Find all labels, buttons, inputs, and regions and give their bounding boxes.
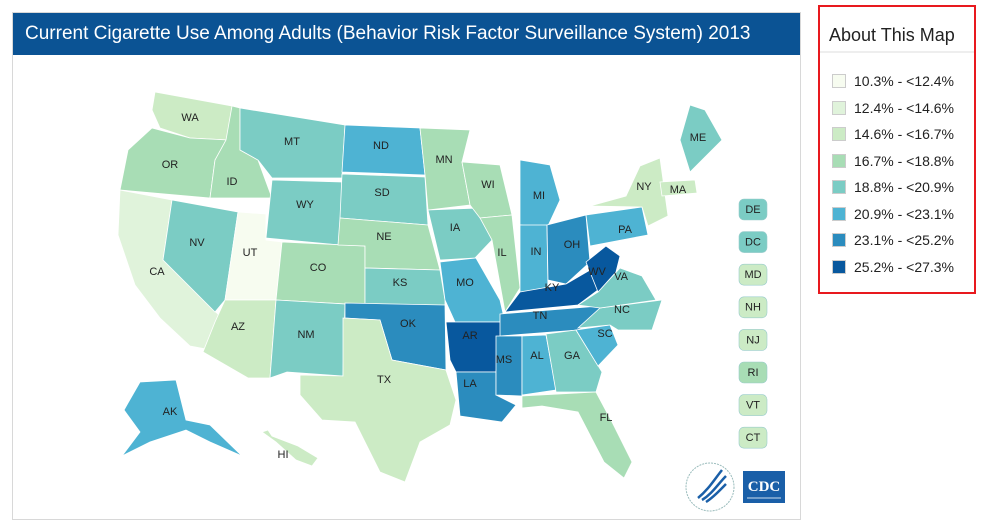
state-pa[interactable] [585, 206, 649, 247]
legend-item[interactable]: 20.9% - <23.1% [832, 206, 954, 222]
small-state-vt[interactable] [738, 394, 768, 416]
legend-swatch [832, 127, 846, 141]
state-sc[interactable] [575, 324, 619, 367]
state-nd[interactable] [341, 124, 426, 176]
legend-label: 10.3% - <12.4% [854, 73, 955, 89]
state-hi[interactable] [261, 429, 319, 467]
legend-label: 25.2% - <27.3% [854, 258, 955, 275]
legend-item[interactable]: 12.4% - <14.6% [832, 100, 954, 116]
legend-panel: About This Map 10.3% - <12.4% 12.4% - <14… [818, 5, 976, 294]
legend-title: About This Map [820, 7, 974, 53]
state-ar[interactable] [445, 321, 503, 373]
legend-label: 20.9% - <23.1% [854, 205, 955, 222]
legend-swatch [832, 259, 846, 274]
small-state-ct[interactable] [738, 426, 768, 449]
legend-label: 14.6% - <16.7% [854, 126, 955, 142]
state-il[interactable] [479, 214, 521, 314]
state-oh[interactable] [546, 214, 591, 285]
legend-item[interactable]: 25.2% - <27.3% [832, 259, 954, 275]
state-ms[interactable] [495, 335, 523, 397]
small-state-nh[interactable] [738, 296, 768, 319]
legend-swatch [832, 153, 846, 168]
legend-label: 16.7% - <18.8% [854, 152, 955, 169]
legend-item[interactable]: 16.7% - <18.8% [832, 153, 954, 169]
legend-swatch [832, 233, 846, 247]
map-title: Current Cigarette Use Among Adults (Beha… [13, 13, 800, 55]
small-state-md[interactable] [738, 263, 768, 286]
legend-swatch [832, 100, 846, 115]
state-tx[interactable] [299, 317, 457, 483]
state-ma[interactable] [659, 179, 698, 197]
state-ia[interactable] [427, 207, 493, 261]
legend-label: 18.8% - <20.9% [854, 179, 955, 195]
state-ga[interactable] [545, 329, 603, 393]
legend-swatch [832, 74, 846, 88]
state-fl[interactable] [521, 391, 633, 479]
state-nm[interactable] [269, 299, 346, 379]
legend-swatch [832, 180, 846, 194]
state-in[interactable] [519, 224, 549, 293]
cdc-logo: CDC [743, 471, 785, 503]
state-mo[interactable] [439, 257, 506, 323]
state-co[interactable] [275, 241, 366, 306]
state-mn[interactable] [419, 127, 471, 211]
map-panel: Current Cigarette Use Among Adults (Beha… [12, 12, 801, 520]
legend-label: 23.1% - <25.2% [854, 232, 955, 248]
legend-item[interactable]: 14.6% - <16.7% [832, 126, 954, 142]
legend-item[interactable]: 18.8% - <20.9% [832, 179, 954, 195]
state-mi[interactable] [519, 159, 561, 229]
legend-item[interactable]: 10.3% - <12.4% [832, 73, 954, 89]
legend-label: 12.4% - <14.6% [854, 99, 955, 116]
small-state-de[interactable] [738, 198, 768, 221]
legend-item[interactable]: 23.1% - <25.2% [832, 232, 954, 248]
hhs-logo [685, 462, 735, 512]
small-state-dc[interactable] [738, 231, 768, 253]
legend-swatch [832, 206, 846, 221]
state-wy[interactable] [265, 179, 343, 246]
state-ak[interactable] [121, 379, 243, 457]
svg-text:CDC: CDC [748, 479, 781, 495]
small-state-nj[interactable] [738, 329, 768, 351]
state-me[interactable] [679, 104, 723, 173]
state-wv[interactable] [585, 245, 621, 293]
state-nv[interactable] [162, 199, 239, 313]
small-state-ri[interactable] [738, 361, 768, 384]
state-sd[interactable] [339, 173, 429, 226]
